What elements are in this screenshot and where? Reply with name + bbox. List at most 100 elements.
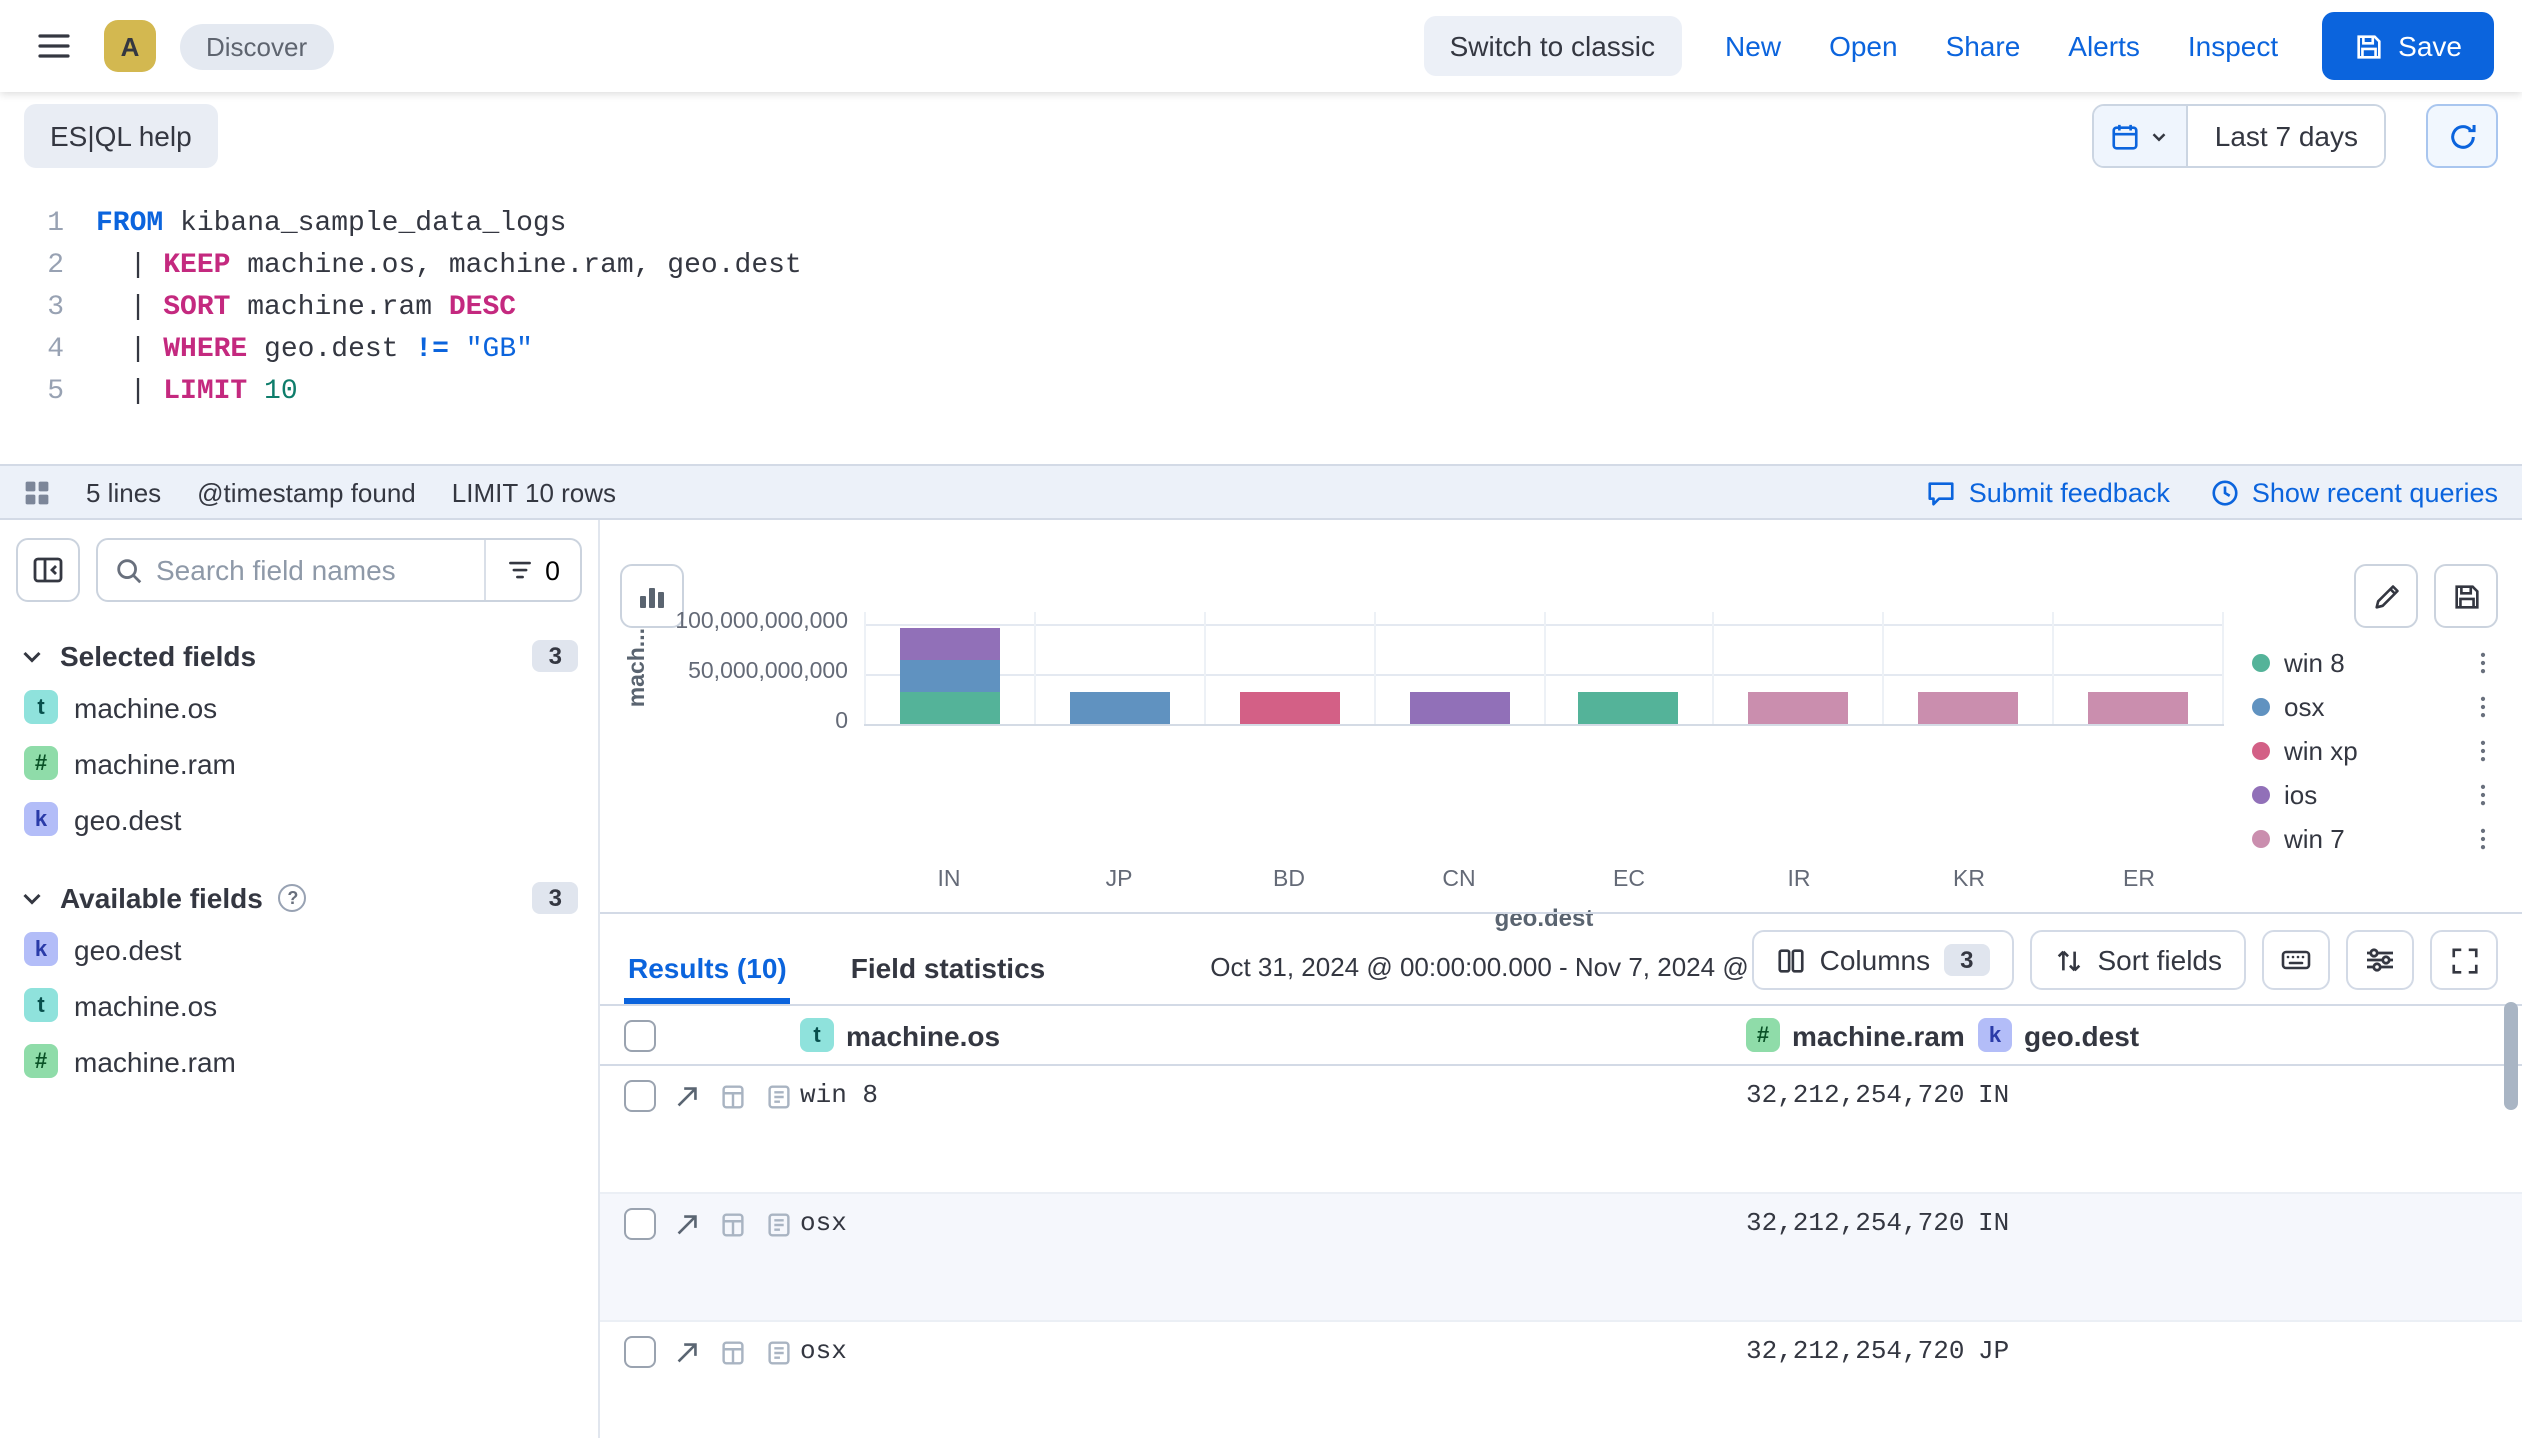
esql-editor-lines: 1 FROM kibana_sample_data_logs 2 | KEEP ma… (16, 204, 2506, 414)
editor-line[interactable]: 3 | SORT machine.ram DESC (16, 288, 2506, 330)
legend-item[interactable]: osx (2252, 684, 2496, 728)
legend-item-menu-icon[interactable] (2470, 693, 2496, 719)
results-scrollbar-thumb[interactable] (2504, 1002, 2518, 1110)
field-section-header[interactable]: Available fields? 3 (16, 878, 582, 918)
expand-row-icon[interactable] (672, 1082, 702, 1112)
doc-table-icon[interactable] (718, 1210, 748, 1240)
filter-count: 0 (545, 555, 560, 585)
bar-segment-win-8[interactable] (1578, 691, 1679, 724)
bar-segment-ios[interactable] (899, 627, 1000, 660)
collapse-sidebar-button[interactable] (16, 538, 80, 602)
editor-line[interactable]: 2 | KEEP machine.os, machine.ram, geo.de… (16, 246, 2506, 288)
share-button[interactable]: Share (1945, 30, 2021, 62)
select-all-checkbox[interactable] (624, 1019, 656, 1051)
field-name: geo.dest (74, 803, 182, 835)
doc-table-icon[interactable] (718, 1082, 748, 1112)
display-options-button[interactable] (2346, 930, 2414, 990)
submit-feedback-link[interactable]: Submit feedback (1927, 477, 2170, 507)
bar-segment-win-7[interactable] (2088, 691, 2189, 724)
bar-segment-osx[interactable] (1069, 691, 1170, 724)
keyword-field-type-icon: k (1978, 1018, 2012, 1052)
menu-button[interactable] (28, 22, 80, 70)
esql-editor[interactable]: 1 FROM kibana_sample_data_logs 2 | KEEP ma… (0, 180, 2522, 464)
field-filter-button[interactable]: 0 (483, 540, 580, 600)
legend-item[interactable]: win 8 (2252, 640, 2496, 684)
doc-text-icon[interactable] (764, 1338, 794, 1368)
top-navigation-bar: A Discover Switch to classic New Open Sh… (0, 0, 2522, 92)
sort-fields-button[interactable]: Sort fields (2029, 930, 2246, 990)
legend-item[interactable]: win xp (2252, 728, 2496, 772)
expand-row-icon[interactable] (672, 1338, 702, 1368)
date-picker: Last 7 days (2092, 104, 2386, 168)
alerts-button[interactable]: Alerts (2068, 30, 2140, 62)
switch-to-classic-button[interactable]: Switch to classic (1423, 16, 1682, 76)
legend-item-menu-icon[interactable] (2470, 649, 2496, 675)
column-header-machine.ram[interactable]: # machine.ram (1738, 1018, 1970, 1052)
x-axis-label: IR (1787, 868, 1811, 892)
chart-type-button[interactable] (620, 564, 684, 628)
new-button[interactable]: New (1725, 30, 1782, 62)
keyboard-shortcuts-button[interactable] (2262, 930, 2330, 990)
cell-machine-os: osx (800, 1208, 847, 1238)
space-avatar[interactable]: A (104, 20, 156, 72)
text-field-type-icon: t (800, 1018, 834, 1052)
breadcrumb[interactable]: Discover (180, 23, 334, 69)
doc-text-icon[interactable] (764, 1210, 794, 1240)
field-list-item[interactable]: k geo.dest (16, 794, 582, 844)
field-list-item[interactable]: k geo.dest (16, 924, 582, 974)
editor-line[interactable]: 4 | WHERE geo.dest != "GB" (16, 330, 2506, 372)
legend-item-menu-icon[interactable] (2470, 737, 2496, 763)
field-list-item[interactable]: # machine.ram (16, 1036, 582, 1086)
edit-visualization-button[interactable] (2354, 564, 2418, 628)
columns-button[interactable]: Columns 3 (1751, 930, 2014, 990)
legend-item[interactable]: win 7 (2252, 816, 2496, 860)
chart-category-slot (1033, 612, 1204, 724)
row-checkbox[interactable] (624, 1080, 656, 1112)
bar-segment-win-8[interactable] (899, 691, 1000, 724)
esql-help-button[interactable]: ES|QL help (24, 104, 218, 168)
editor-line[interactable]: 1 FROM kibana_sample_data_logs (16, 204, 2506, 246)
field-list-item[interactable]: # machine.ram (16, 738, 582, 788)
fullscreen-button[interactable] (2430, 930, 2498, 990)
x-axis-title: geo.dest (1494, 904, 1594, 932)
legend-item-menu-icon[interactable] (2470, 825, 2496, 851)
column-header-geo.dest[interactable]: k geo.dest (1970, 1018, 2522, 1052)
doc-table-icon[interactable] (718, 1338, 748, 1368)
search-field-names-input[interactable] (156, 554, 484, 586)
bar-segment-osx[interactable] (899, 659, 1000, 692)
fullscreen-icon (2451, 947, 2477, 973)
bar-segment-win-7[interactable] (1748, 691, 1849, 724)
legend-item-menu-icon[interactable] (2470, 781, 2496, 807)
field-list-item[interactable]: t machine.os (16, 980, 582, 1030)
bar-segment-win-7[interactable] (1918, 691, 2019, 724)
chart-category-slot (1882, 612, 2053, 724)
line-number: 4 (47, 334, 64, 366)
timestamp-status: @timestamp found (197, 477, 416, 507)
date-picker-menu-button[interactable] (2094, 106, 2189, 166)
filter-icon (508, 561, 531, 579)
bar-segment-ios[interactable] (1409, 691, 1510, 724)
time-range-value[interactable]: Last 7 days (2188, 106, 2384, 166)
inspect-button[interactable]: Inspect (2187, 30, 2279, 62)
show-recent-queries-link[interactable]: Show recent queries (2210, 477, 2498, 507)
open-button[interactable]: Open (1829, 30, 1898, 62)
editor-line[interactable]: 5 | LIMIT 10 (16, 372, 2506, 414)
bar-segment-win-xp[interactable] (1239, 691, 1340, 724)
save-visualization-button[interactable] (2434, 564, 2498, 628)
lines-count: 5 lines (86, 477, 162, 507)
editor-footer-links: Submit feedback Show recent queries (1927, 477, 2498, 507)
row-checkbox[interactable] (624, 1336, 656, 1368)
help-icon[interactable]: ? (278, 884, 307, 912)
save-button[interactable]: Save (2322, 12, 2494, 80)
field-section-header[interactable]: Selected fields 3 (16, 636, 582, 676)
refresh-button[interactable] (2426, 104, 2498, 168)
row-checkbox[interactable] (624, 1208, 656, 1240)
code-token: WHERE (163, 334, 248, 366)
tab-results[interactable]: Results (10) (624, 944, 791, 1004)
legend-item[interactable]: ios (2252, 772, 2496, 816)
column-header-machine.os[interactable]: t machine.os (792, 1018, 1738, 1052)
doc-text-icon[interactable] (764, 1082, 794, 1112)
field-list-item[interactable]: t machine.os (16, 682, 582, 732)
expand-row-icon[interactable] (672, 1210, 702, 1240)
tab-field-statistics[interactable]: Field statistics (847, 944, 1050, 1004)
